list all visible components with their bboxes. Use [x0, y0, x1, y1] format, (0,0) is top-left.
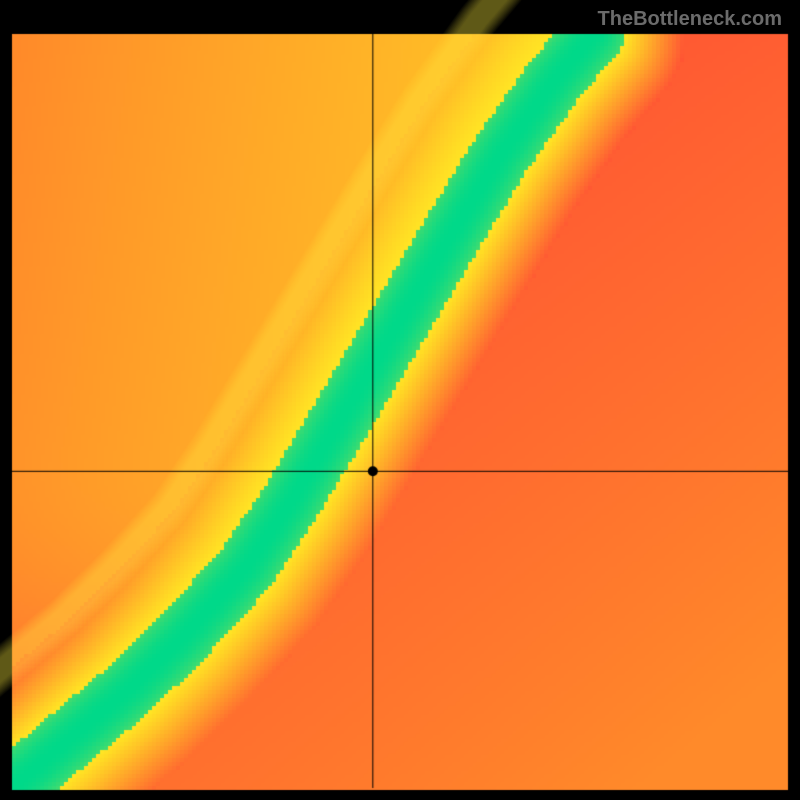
chart-root: TheBottleneck.com	[0, 0, 800, 800]
watermark-text: TheBottleneck.com	[598, 8, 782, 31]
heatmap-canvas	[0, 0, 800, 800]
